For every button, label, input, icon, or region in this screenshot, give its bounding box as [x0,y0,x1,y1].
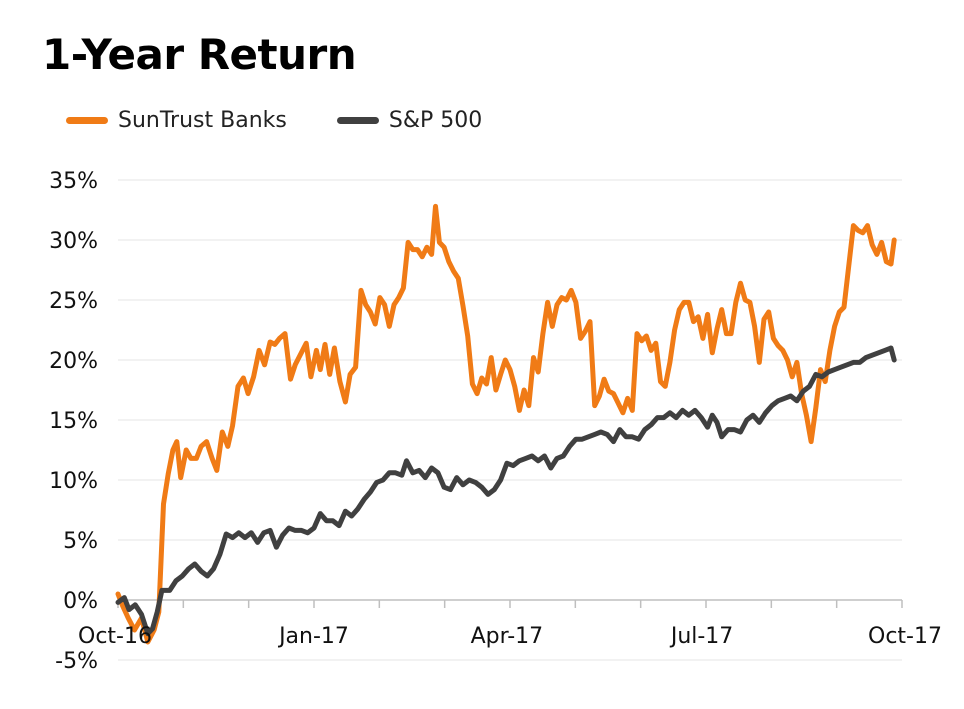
y-tick-label: 15% [49,409,98,434]
y-tick-label: 5% [63,529,98,554]
x-tick-label: Jan-17 [277,624,349,649]
y-tick-label: 0% [63,589,98,614]
legend-label-suntrust: SunTrust Banks [118,108,287,133]
legend-swatch-sp500 [336,117,379,124]
y-tick-label: 10% [49,469,98,494]
legend: SunTrust Banks S&P 500 [66,108,532,133]
chart-title: 1-Year Return [42,30,357,79]
x-tick-label: Jul-17 [669,624,733,649]
legend-swatch-suntrust [66,117,108,124]
legend-item-suntrust: SunTrust Banks [66,108,287,133]
y-tick-label: 25% [49,289,98,314]
y-tick-label: 35% [49,169,98,194]
y-tick-label: 30% [49,229,98,254]
series-line-suntrust [115,203,897,645]
y-tick-label: 20% [49,349,98,374]
series-line-sp500 [115,345,897,637]
x-tick-label: Oct-17 [868,624,942,649]
legend-label-sp500: S&P 500 [388,108,483,133]
x-tick-label: Apr-17 [471,624,544,649]
x-tick-label: Oct-16 [78,624,152,649]
legend-item-sp500: S&P 500 [336,108,483,133]
y-tick-label: -5% [55,649,98,674]
